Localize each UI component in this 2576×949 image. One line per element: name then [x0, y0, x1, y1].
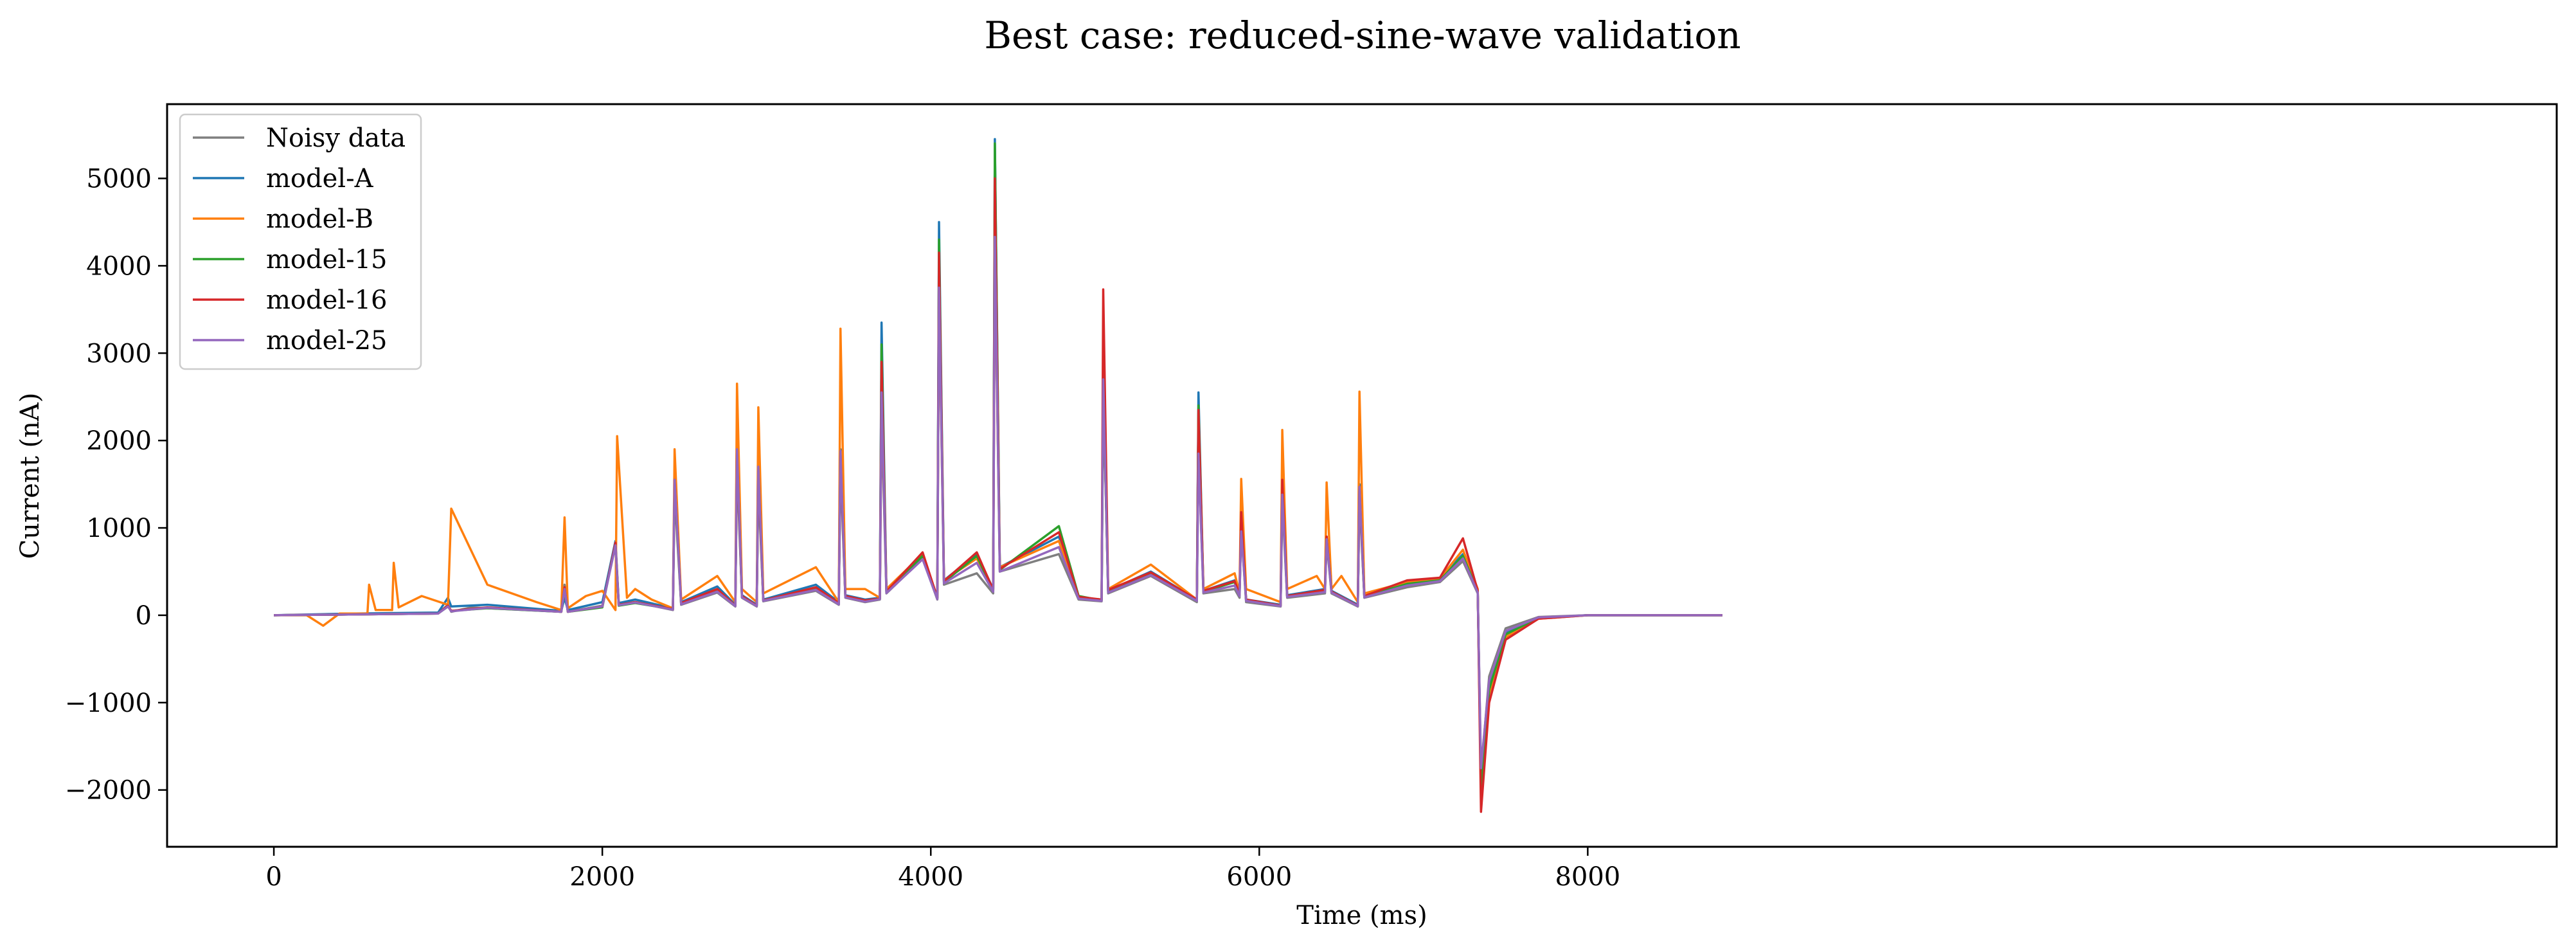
y-tick-label-7: 5000	[86, 165, 152, 194]
y-tick-label-0: −2000	[65, 776, 152, 806]
x-axis-ticks: 0 2000 4000 6000 8000	[265, 847, 1620, 892]
x-axis-label: Time (ms)	[1296, 901, 1427, 930]
legend: Noisy data model-A model-B model-15 model-16…	[179, 113, 422, 370]
x-tick-label-4: 8000	[1555, 862, 1620, 892]
legend-label-4: model-16	[266, 285, 388, 315]
legend-label-3: model-15	[266, 245, 388, 275]
legend-label-1: model-A	[266, 164, 374, 194]
y-tick-label-4: 2000	[86, 426, 152, 456]
x-tick-label-3: 6000	[1226, 862, 1292, 892]
y-tick-label-3: 1000	[86, 514, 152, 543]
y-tick-label-1: −1000	[65, 689, 152, 718]
y-tick-label-5: 3000	[86, 339, 152, 368]
legend-label-2: model-B	[266, 204, 373, 234]
legend-label-5: model-25	[266, 326, 388, 356]
y-tick-label-2: 0	[136, 601, 152, 631]
axes-frame	[166, 103, 2558, 848]
chart-title: Best case: reduced-sine-wave validation	[984, 14, 1740, 57]
y-axis-ticks: −2000 −1000 0 1000 2000 3000 4000 5000	[65, 165, 167, 806]
y-axis-label: Current (nA)	[15, 393, 45, 559]
series-line-5	[274, 235, 1722, 770]
y-tick-label-6: 4000	[86, 251, 152, 281]
legend-label-0: Noisy data	[266, 123, 406, 153]
x-tick-label-1: 2000	[569, 862, 635, 892]
plot-series	[274, 138, 1722, 813]
x-tick-label-0: 0	[265, 862, 282, 892]
x-tick-label-2: 4000	[898, 862, 963, 892]
